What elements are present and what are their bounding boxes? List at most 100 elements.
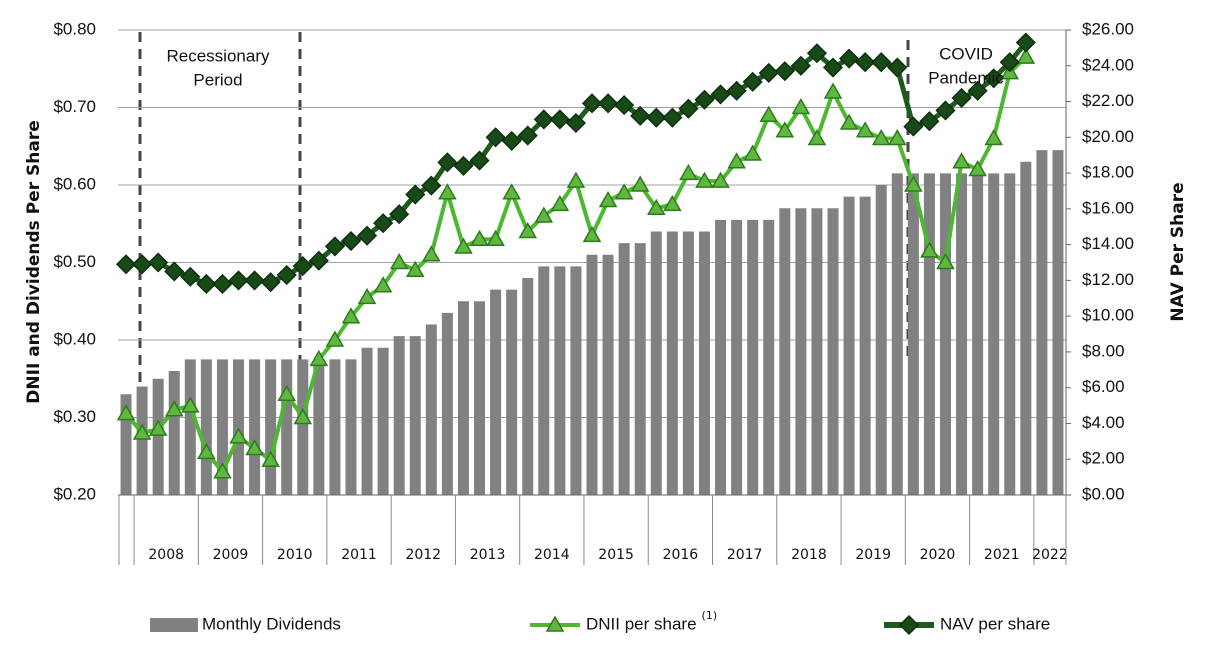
y-tick-label: $0.30	[53, 407, 96, 426]
y2-tick-label: $8.00	[1082, 341, 1125, 360]
point	[855, 52, 876, 73]
x-tick-label: 2016	[663, 547, 699, 563]
bar	[923, 173, 935, 495]
bar	[650, 231, 662, 495]
y2-tick-label: $16.00	[1082, 198, 1134, 217]
point	[822, 57, 844, 78]
bar	[490, 289, 502, 495]
point	[936, 252, 955, 270]
y2-tick-label: $10.00	[1082, 306, 1134, 325]
point	[373, 213, 394, 234]
bar	[811, 208, 823, 495]
point	[132, 423, 152, 440]
bar	[956, 173, 968, 495]
point	[502, 183, 521, 200]
bar	[506, 289, 518, 495]
bar	[570, 266, 582, 495]
bar	[747, 219, 759, 495]
point	[324, 236, 345, 257]
point	[823, 82, 843, 99]
point	[357, 287, 377, 305]
bar	[554, 266, 566, 495]
bar	[120, 394, 132, 495]
point	[115, 254, 137, 275]
bar	[233, 359, 245, 495]
point	[678, 98, 699, 119]
point	[276, 264, 297, 286]
legend-marker	[898, 614, 920, 636]
x-tick-label: 2020	[920, 547, 956, 563]
point	[501, 130, 522, 151]
point	[148, 419, 168, 436]
bar	[1036, 150, 1048, 495]
legend-item: Monthly Dividends	[150, 614, 341, 633]
point	[984, 128, 1003, 146]
point	[711, 171, 730, 188]
point	[839, 48, 860, 69]
bar	[393, 336, 405, 495]
annotation: Pandemic	[928, 68, 1004, 87]
x-tick-label: 2012	[405, 547, 441, 563]
point	[116, 404, 136, 421]
point	[534, 206, 554, 223]
bar	[602, 254, 614, 495]
y2-tick-label: $14.00	[1082, 234, 1134, 253]
y-tick-label: $0.80	[53, 19, 96, 38]
bar	[618, 243, 630, 495]
x-tick-label: 2013	[470, 547, 506, 563]
bar	[216, 359, 228, 495]
point	[952, 152, 971, 169]
bar	[377, 347, 389, 495]
point	[646, 198, 666, 215]
legend-item: NAV per share	[884, 614, 1050, 636]
point	[421, 175, 442, 196]
point	[469, 150, 490, 171]
point	[614, 183, 634, 200]
point	[437, 152, 458, 173]
annotation: Recessionary	[167, 46, 270, 65]
point	[148, 252, 169, 273]
point	[422, 245, 441, 262]
point	[1016, 47, 1036, 64]
x-tick-label: 2014	[534, 547, 570, 563]
point	[758, 62, 779, 83]
point	[598, 93, 619, 114]
point	[518, 221, 538, 239]
bar	[634, 243, 646, 495]
point	[806, 43, 828, 64]
point	[663, 194, 682, 212]
x-tick-label: 2015	[598, 547, 634, 563]
point	[453, 155, 474, 176]
x-tick-label: 2018	[791, 547, 827, 563]
point	[549, 109, 570, 130]
y-tick-label: $0.20	[53, 484, 96, 503]
point	[340, 230, 362, 252]
point	[550, 194, 570, 212]
point	[373, 276, 393, 293]
point	[920, 241, 939, 258]
bar	[184, 359, 196, 495]
bar	[682, 231, 694, 495]
point	[405, 184, 426, 205]
y-tick-label: $0.40	[53, 329, 96, 348]
point	[967, 80, 988, 101]
point	[935, 100, 956, 121]
point	[565, 112, 586, 134]
point	[212, 273, 233, 295]
point	[694, 89, 715, 110]
point	[470, 229, 489, 246]
x-tick-label: 2022	[1032, 547, 1068, 563]
point	[871, 52, 892, 73]
bar	[1052, 150, 1064, 495]
point	[790, 55, 811, 76]
annotation: Period	[193, 70, 242, 89]
legend-item: DNII per share (1)	[530, 609, 717, 633]
bar	[522, 278, 534, 495]
point	[679, 163, 698, 181]
bar	[136, 386, 148, 495]
point	[582, 225, 602, 243]
bar	[361, 347, 373, 495]
point	[1015, 32, 1036, 53]
point	[132, 254, 153, 275]
point	[181, 396, 200, 413]
